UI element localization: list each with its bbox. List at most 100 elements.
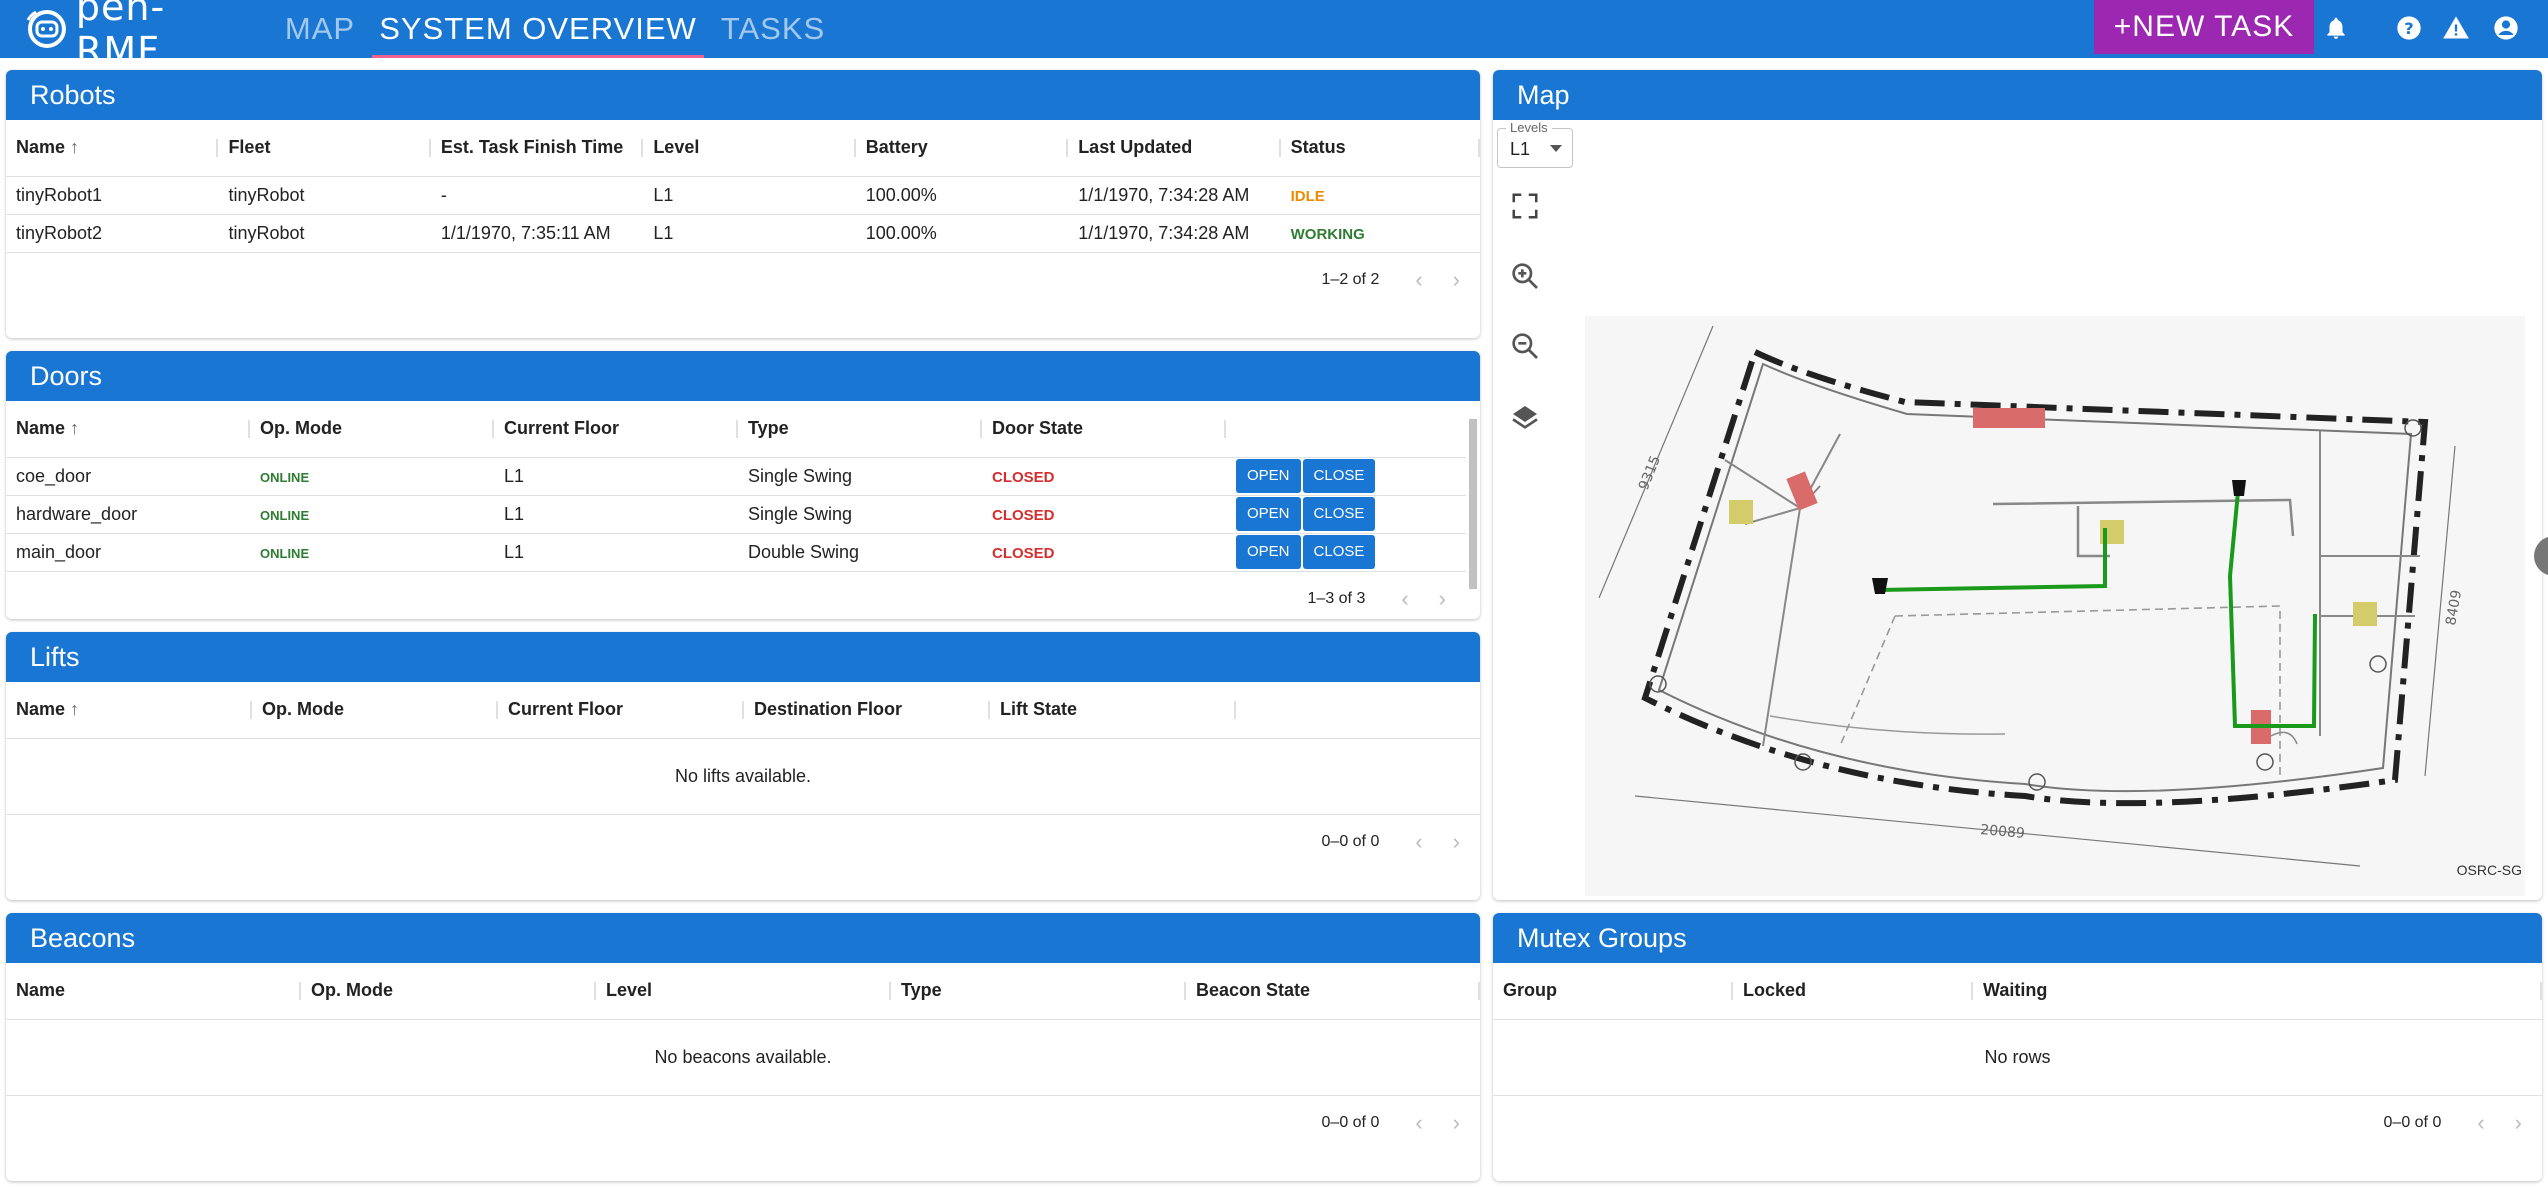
nav-tab-tasks[interactable]: TASKS <box>716 0 830 58</box>
robots-col-updated[interactable]: Last Updated <box>1068 120 1281 177</box>
beacons-col-type[interactable]: Type <box>891 963 1186 1020</box>
nav-tab-map[interactable]: MAP <box>280 0 360 58</box>
chevron-down-icon <box>1550 145 1562 152</box>
dimension-right: 8409 <box>2443 589 2465 627</box>
close-door-button[interactable]: CLOSE <box>1302 459 1376 493</box>
lifts-empty-message: No lifts available. <box>6 739 1480 815</box>
doors-scrollbar[interactable] <box>1468 407 1478 619</box>
prev-page-icon[interactable]: ‹ <box>1401 585 1409 611</box>
doors-col-state[interactable]: Door State <box>982 401 1226 458</box>
lifts-col-floor[interactable]: Current Floor <box>498 682 744 739</box>
status-badge: CLOSED <box>992 506 1055 524</box>
prev-page-icon[interactable]: ‹ <box>1415 1109 1423 1135</box>
nav-tab-system-overview[interactable]: SYSTEM OVERVIEW <box>372 0 704 58</box>
new-task-button[interactable]: +NEW TASK <box>2094 0 2314 54</box>
mutex-table: Group Locked Waiting <box>1493 963 2542 1020</box>
tinyrobot2-marker[interactable] <box>2232 480 2246 496</box>
prev-page-icon[interactable]: ‹ <box>2477 1109 2485 1135</box>
lifts-col-state[interactable]: Lift State <box>990 682 1236 739</box>
robots-col-level[interactable]: Level <box>643 120 856 177</box>
close-door-button[interactable]: CLOSE <box>1302 497 1376 531</box>
lifts-col-mode[interactable]: Op. Mode <box>252 682 498 739</box>
warning-icon[interactable] <box>2440 12 2472 44</box>
lifts-col-name[interactable]: Name ↑ <box>6 682 252 739</box>
next-page-icon[interactable]: › <box>1452 1109 1460 1135</box>
next-page-icon[interactable]: › <box>1452 828 1460 854</box>
next-page-icon[interactable]: › <box>1438 585 1446 611</box>
beacons-empty-message: No beacons available. <box>6 1020 1480 1096</box>
table-row[interactable]: coe_door ONLINE L1 Single Swing CLOSED O… <box>6 457 1466 496</box>
door-state: CLOSED <box>982 533 1226 572</box>
next-page-icon[interactable]: › <box>2514 1109 2522 1135</box>
robot-path <box>2227 491 2317 728</box>
robot-last-updated: 1/1/1970, 7:34:28 AM <box>1068 214 1281 253</box>
open-rmf-logo[interactable]: pen-RMF <box>24 0 249 73</box>
open-door-button[interactable]: OPEN <box>1236 535 1301 569</box>
door-name: hardware_door <box>6 495 250 534</box>
app-bar: pen-RMF MAP SYSTEM OVERVIEW TASKS +NEW T… <box>0 0 2548 73</box>
beacons-col-level[interactable]: Level <box>596 963 891 1020</box>
svg-text:?: ? <box>2404 19 2413 38</box>
robots-col-fleet[interactable]: Fleet <box>218 120 431 177</box>
robots-card: Robots Name ↑ Fleet Est. Task Finish Tim… <box>6 70 1480 338</box>
robot-path <box>1879 528 2107 592</box>
layers-icon[interactable] <box>1505 398 1545 438</box>
doors-col-type[interactable]: Type <box>738 401 982 458</box>
mutex-card-title: Mutex Groups <box>1493 913 2542 963</box>
mutex-pagination: 0–0 of 0 ‹ › <box>1493 1096 2542 1150</box>
prev-page-icon[interactable]: ‹ <box>1415 266 1423 292</box>
lifts-col-destination[interactable]: Destination Floor <box>744 682 990 739</box>
robots-col-battery[interactable]: Battery <box>855 120 1069 177</box>
tinyrobot1-marker[interactable] <box>1872 578 1888 594</box>
levels-select[interactable]: Levels L1 <box>1497 120 1573 168</box>
account-icon[interactable] <box>2490 12 2522 44</box>
robot-name: tinyRobot1 <box>6 176 219 215</box>
doors-col-actions <box>1226 401 1466 458</box>
door-type: Single Swing <box>738 457 982 496</box>
pagination-label: 0–0 of 0 <box>1321 832 1380 850</box>
table-row[interactable]: tinyRobot2 tinyRobot 1/1/1970, 7:35:11 A… <box>6 214 1480 253</box>
coe-door-marker[interactable] <box>1786 471 1818 511</box>
zoom-out-icon[interactable] <box>1505 326 1545 366</box>
next-page-icon[interactable]: › <box>1452 266 1460 292</box>
table-row[interactable]: main_door ONLINE L1 Double Swing CLOSED … <box>6 533 1466 572</box>
help-icon[interactable]: ? <box>2393 12 2425 44</box>
logo-text: pen-RMF <box>75 0 166 73</box>
doors-pagination: 1–3 of 3 ‹ › <box>6 572 1480 620</box>
bell-icon[interactable] <box>2320 12 2352 44</box>
beacons-col-mode[interactable]: Op. Mode <box>301 963 596 1020</box>
beacons-pagination: 0–0 of 0 ‹ › <box>6 1096 1480 1150</box>
robot-status: IDLE <box>1280 176 1480 215</box>
map-view[interactable]: Levels L1 9315 8409 20089 <box>1493 120 2542 900</box>
beacons-col-state[interactable]: Beacon State <box>1186 963 1480 1020</box>
mutex-col-locked[interactable]: Locked <box>1733 963 1973 1020</box>
close-door-button[interactable]: CLOSE <box>1302 535 1376 569</box>
door-state: CLOSED <box>982 495 1226 534</box>
side-drawer-handle[interactable] <box>2534 536 2548 576</box>
beacons-col-name[interactable]: Name <box>6 963 301 1020</box>
door-floor: L1 <box>494 457 738 496</box>
fullscreen-icon[interactable] <box>1505 186 1545 226</box>
doors-col-name[interactable]: Name ↑ <box>6 401 250 458</box>
status-badge: ONLINE <box>260 545 310 561</box>
doors-col-mode[interactable]: Op. Mode <box>250 401 494 458</box>
open-door-button[interactable]: OPEN <box>1236 497 1301 531</box>
status-badge: ONLINE <box>260 469 310 485</box>
open-door-button[interactable]: OPEN <box>1236 459 1301 493</box>
main-door-marker[interactable] <box>1973 408 2045 428</box>
robots-col-name[interactable]: Name ↑ <box>6 120 219 177</box>
status-badge: CLOSED <box>992 468 1055 486</box>
table-row[interactable]: tinyRobot1 tinyRobot - L1 100.00% 1/1/19… <box>6 176 1480 215</box>
new-task-label: +NEW TASK <box>2113 10 2295 43</box>
robots-col-finish[interactable]: Est. Task Finish Time <box>430 120 644 177</box>
mutex-col-group[interactable]: Group <box>1493 963 1733 1020</box>
nav-tab-tasks-label: TASKS <box>720 11 826 46</box>
robots-col-status[interactable]: Status <box>1280 120 1480 177</box>
zoom-in-icon[interactable] <box>1505 256 1545 296</box>
prev-page-icon[interactable]: ‹ <box>1415 828 1423 854</box>
mutex-col-waiting[interactable]: Waiting <box>1973 963 2542 1020</box>
map-card-title: Map <box>1493 70 2542 120</box>
door-type: Single Swing <box>738 495 982 534</box>
doors-col-floor[interactable]: Current Floor <box>494 401 738 458</box>
table-row[interactable]: hardware_door ONLINE L1 Single Swing CLO… <box>6 495 1466 534</box>
